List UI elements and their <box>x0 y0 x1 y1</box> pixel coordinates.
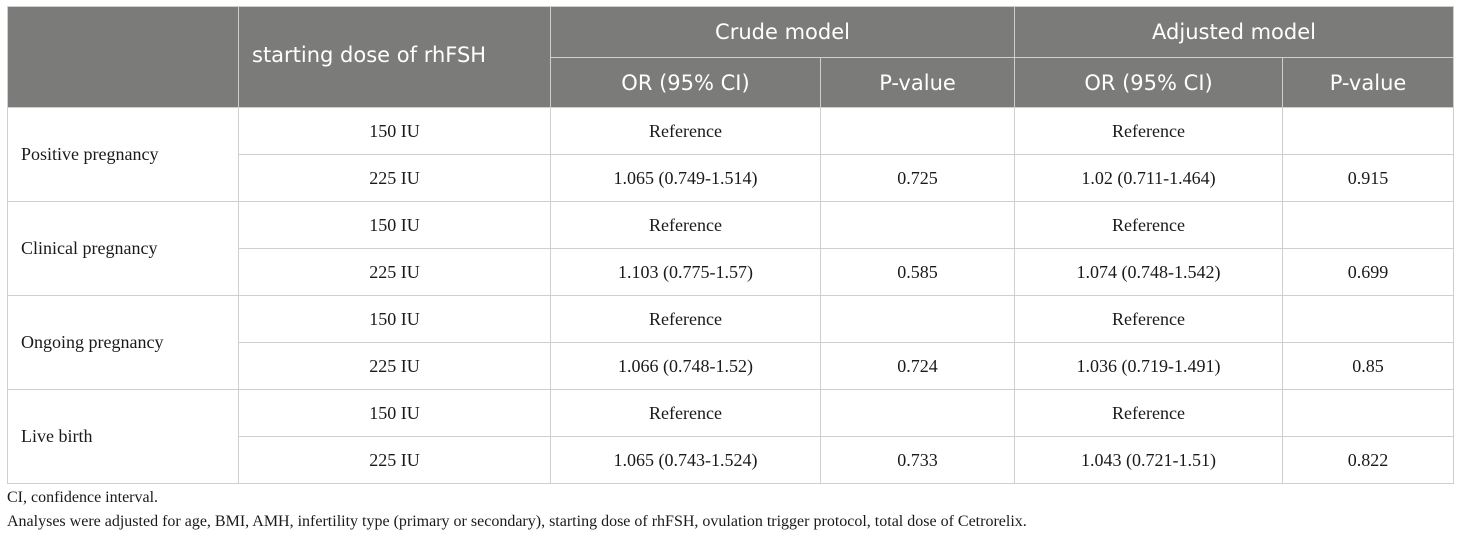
crude-p-cell: 0.725 <box>819 154 1016 202</box>
table-row: Positive pregnancy 150 IU Reference Refe… <box>7 107 1455 202</box>
adjusted-or-cell: 1.043 (0.721-1.51) <box>1014 436 1284 484</box>
adjusted-or-cell: 1.02 (0.711-1.464) <box>1014 154 1284 202</box>
results-table-container: starting dose of rhFSH Crude model Adjus… <box>7 6 1455 484</box>
adjusted-or-cell: Reference <box>1014 295 1284 343</box>
crude-or-cell: 1.066 (0.748-1.52) <box>550 342 821 390</box>
adjusted-p-cell <box>1282 295 1455 343</box>
crude-p-cell: 0.585 <box>819 248 1016 296</box>
adjusted-or-cell: Reference <box>1014 107 1284 155</box>
crude-p-cell <box>819 201 1016 249</box>
footnote-adjustment: Analyses were adjusted for age, BMI, AMH… <box>7 513 1027 530</box>
dose-cell: 225 IU <box>238 436 551 484</box>
table-row: 225 IU 1.066 (0.748-1.52) 0.724 1.036 (0… <box>8 342 1455 390</box>
adjusted-p-cell: 0.822 <box>1282 436 1455 484</box>
adjusted-or-cell: 1.074 (0.748-1.542) <box>1014 248 1284 296</box>
dose-cell: 225 IU <box>238 342 551 390</box>
adjusted-p-cell: 0.85 <box>1282 342 1455 390</box>
results-table: starting dose of rhFSH Crude model Adjus… <box>7 6 1455 484</box>
footnote-abbreviation: CI, confidence interval. <box>7 489 159 506</box>
outcome-label: Live birth <box>7 389 239 484</box>
crude-p-cell <box>819 107 1016 155</box>
crude-or-header: OR (95% CI) <box>550 57 821 108</box>
crude-model-header: Crude model <box>549 6 1016 58</box>
table-row: Live birth 150 IU Reference Reference <box>7 389 1455 484</box>
dose-header: starting dose of rhFSH <box>238 6 551 108</box>
crude-p-cell: 0.733 <box>819 436 1016 484</box>
dose-cell: 150 IU <box>238 389 551 437</box>
crude-p-cell <box>819 295 1016 343</box>
crude-or-cell: Reference <box>550 295 821 343</box>
table-row: Ongoing pregnancy 150 IU Reference Refer… <box>7 295 1455 390</box>
crude-p-cell <box>819 389 1016 437</box>
adjusted-p-cell <box>1282 107 1455 155</box>
adjusted-p-cell <box>1282 389 1455 437</box>
outcome-label: Positive pregnancy <box>7 107 239 202</box>
dose-cell: 225 IU <box>238 154 551 202</box>
dose-cell: 150 IU <box>238 107 551 155</box>
adjusted-p-header: P-value <box>1282 57 1455 108</box>
table-footnotes: CI, confidence interval. Analyses were a… <box>7 486 1027 534</box>
adjusted-or-cell: Reference <box>1014 201 1284 249</box>
crude-or-cell: 1.103 (0.775-1.57) <box>550 248 821 296</box>
table-row: 225 IU 1.065 (0.749-1.514) 0.725 1.02 (0… <box>8 154 1455 202</box>
crude-p-cell: 0.724 <box>819 342 1016 390</box>
crude-or-cell: 1.065 (0.749-1.514) <box>550 154 821 202</box>
adjusted-or-cell: Reference <box>1014 389 1284 437</box>
dose-cell: 150 IU <box>238 295 551 343</box>
crude-or-cell: Reference <box>550 107 821 155</box>
adjusted-p-cell: 0.915 <box>1282 154 1455 202</box>
outcome-header <box>7 6 239 108</box>
table-row: 225 IU 1.065 (0.743-1.524) 0.733 1.043 (… <box>8 436 1455 484</box>
table-row: 225 IU 1.103 (0.775-1.57) 0.585 1.074 (0… <box>8 248 1455 296</box>
dose-cell: 150 IU <box>238 201 551 249</box>
adjusted-model-header: Adjusted model <box>1014 6 1455 58</box>
adjusted-p-cell <box>1282 201 1455 249</box>
crude-or-cell: 1.065 (0.743-1.524) <box>550 436 821 484</box>
outcome-label: Ongoing pregnancy <box>7 295 239 390</box>
adjusted-or-header: OR (95% CI) <box>1014 57 1284 108</box>
adjusted-or-cell: 1.036 (0.719-1.491) <box>1014 342 1284 390</box>
outcome-label: Clinical pregnancy <box>7 201 239 296</box>
dose-cell: 225 IU <box>238 248 551 296</box>
table-row: Clinical pregnancy 150 IU Reference Refe… <box>7 201 1455 296</box>
crude-or-cell: Reference <box>550 389 821 437</box>
crude-p-header: P-value <box>819 57 1016 108</box>
crude-or-cell: Reference <box>550 201 821 249</box>
adjusted-p-cell: 0.699 <box>1282 248 1455 296</box>
